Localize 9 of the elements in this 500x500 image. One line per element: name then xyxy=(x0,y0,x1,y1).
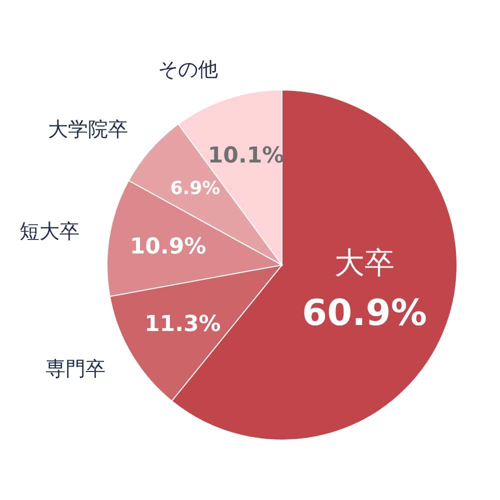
slice-label: 大学院卒 xyxy=(48,116,128,141)
slice-label: 短大卒 xyxy=(20,219,80,244)
slice-label: 専門卒 xyxy=(46,356,106,381)
data-label: 11.3% xyxy=(144,312,221,337)
slice-label: その他 xyxy=(158,57,218,82)
data-label: 60.9% xyxy=(302,293,427,334)
data-label: 10.9% xyxy=(130,234,206,260)
slice-label: 大卒 xyxy=(334,246,394,282)
data-label: 6.9% xyxy=(170,178,220,199)
